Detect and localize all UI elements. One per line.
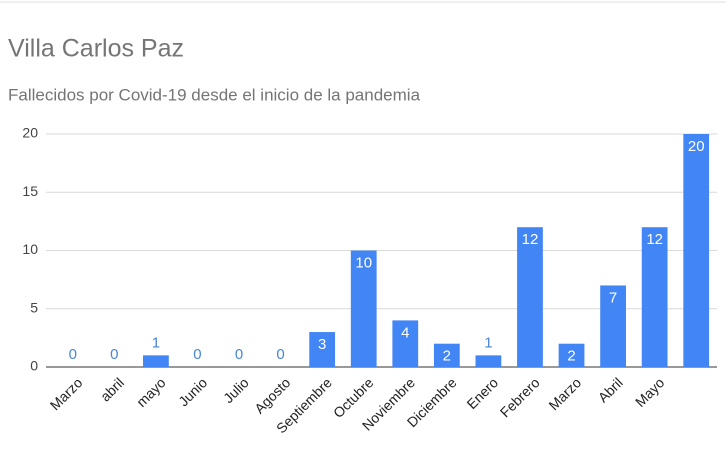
value-label: 10 — [355, 254, 372, 271]
value-label: 2 — [443, 348, 451, 365]
bar — [309, 332, 336, 367]
value-label: 1 — [152, 334, 160, 351]
x-tick-label: Junio — [175, 374, 210, 409]
y-tick-label: 5 — [30, 299, 38, 315]
x-tick-label: abril — [97, 374, 127, 404]
bar — [558, 343, 585, 367]
y-tick-label: 0 — [30, 358, 38, 374]
y-tick-label: 20 — [22, 125, 38, 141]
value-label: 4 — [401, 324, 409, 341]
value-label: 0 — [110, 346, 118, 363]
value-label: 1 — [484, 334, 492, 351]
value-label: 0 — [193, 346, 201, 363]
y-tick-label: 10 — [22, 241, 38, 257]
x-tick-label: mayo — [133, 374, 169, 410]
x-tick-label: Febrero — [497, 374, 543, 420]
x-tick-label: Mayo — [632, 374, 668, 410]
bar — [143, 355, 169, 367]
x-tick-label: Marzo — [47, 374, 86, 413]
value-label: 0 — [69, 346, 77, 363]
y-tick-label: 15 — [22, 183, 38, 199]
x-tick-label: Abril — [595, 374, 626, 405]
bar — [517, 227, 543, 367]
value-label: 7 — [609, 289, 617, 306]
bar — [600, 285, 626, 367]
x-tick-label: Enero — [463, 374, 501, 412]
value-label: 0 — [276, 346, 284, 363]
value-label: 2 — [567, 348, 575, 365]
bar — [433, 343, 460, 367]
bar — [641, 227, 668, 367]
value-label: 0 — [235, 346, 243, 363]
value-label: 3 — [318, 336, 326, 353]
x-tick-label: Marzo — [545, 374, 584, 413]
bar — [350, 250, 377, 367]
chart-title: Villa Carlos Paz — [8, 35, 184, 63]
bar — [683, 134, 710, 367]
value-label: 20 — [688, 138, 705, 155]
x-tick-label: Julio — [220, 374, 252, 406]
value-label: 12 — [522, 231, 539, 248]
bar — [475, 355, 502, 367]
chart-subtitle: Fallecidos por Covid-19 desde el inicio … — [8, 85, 421, 104]
bar — [392, 320, 419, 367]
value-label: 12 — [646, 231, 663, 248]
